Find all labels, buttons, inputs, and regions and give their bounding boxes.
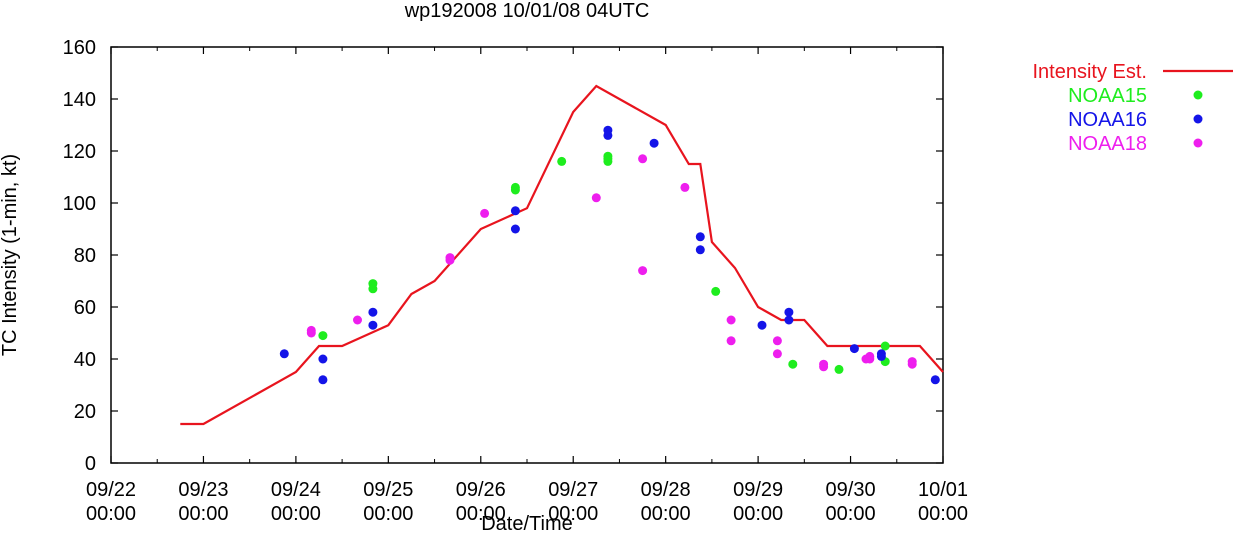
y-tick-label: 140 — [63, 89, 96, 111]
x-tick-label-date: 09/27 — [548, 479, 598, 501]
y-tick-label: 0 — [85, 453, 96, 475]
data-point-noaa16 — [695, 245, 705, 255]
data-point-noaa15 — [603, 156, 613, 166]
x-tick-label-date: 09/26 — [456, 479, 506, 501]
data-point-noaa15 — [318, 331, 328, 341]
x-tick-label-time: 00:00 — [86, 503, 136, 525]
series-layer — [180, 84, 944, 426]
y-tick-label: 100 — [63, 193, 96, 215]
x-tick-label-time: 00:00 — [456, 503, 506, 525]
x-tick-label-date: 09/28 — [641, 479, 691, 501]
data-point-noaa15 — [557, 156, 567, 166]
legend-label: NOAA16 — [1068, 109, 1147, 131]
x-tick-label-time: 00:00 — [918, 503, 968, 525]
data-point-noaa16 — [279, 349, 289, 359]
x-axis-ticks: 09/2200:0009/2300:0009/2400:0009/2500:00… — [86, 47, 968, 525]
x-tick-label-date: 09/29 — [733, 479, 783, 501]
legend-label: Intensity Est. — [1033, 61, 1148, 83]
data-point-noaa16 — [368, 320, 378, 330]
x-tick-label-time: 00:00 — [271, 503, 321, 525]
x-tick-label-time: 00:00 — [733, 503, 783, 525]
data-point-noaa16 — [876, 351, 886, 361]
data-point-noaa15 — [834, 364, 844, 374]
data-point-noaa18 — [306, 328, 316, 338]
data-point-noaa18 — [638, 266, 648, 276]
data-point-noaa18 — [353, 315, 362, 325]
series-line-intensity-est — [180, 84, 944, 426]
data-point-noaa16 — [757, 320, 767, 330]
y-tick-label: 160 — [63, 37, 96, 59]
data-point-noaa15 — [368, 284, 378, 294]
data-point-noaa16 — [784, 315, 794, 325]
data-point-noaa15 — [880, 341, 890, 351]
x-tick-label-date: 10/01 — [918, 479, 968, 501]
data-point-noaa16 — [368, 307, 378, 317]
data-point-noaa18 — [772, 349, 782, 359]
data-point-noaa16 — [603, 130, 613, 140]
x-tick-label-time: 00:00 — [826, 503, 876, 525]
x-tick-label-time: 00:00 — [363, 503, 413, 525]
data-point-noaa18 — [680, 182, 690, 192]
data-point-noaa16 — [930, 375, 940, 385]
data-point-noaa16 — [649, 138, 659, 148]
x-tick-label-date: 09/24 — [271, 479, 321, 501]
data-point-noaa15 — [711, 286, 721, 296]
data-point-noaa18 — [726, 336, 736, 346]
x-tick-label-time: 00:00 — [548, 503, 598, 525]
y-tick-label: 40 — [74, 349, 96, 371]
data-point-noaa18 — [772, 336, 782, 346]
data-point-noaa16 — [695, 232, 705, 242]
y-axis-label: TC Intensity (1-min, kt) — [0, 154, 21, 356]
data-point-noaa18 — [591, 193, 601, 203]
data-point-noaa18 — [638, 154, 648, 164]
y-tick-label: 120 — [63, 141, 96, 163]
data-point-noaa18 — [445, 255, 455, 265]
legend-label: NOAA18 — [1068, 133, 1147, 155]
x-tick-label-time: 00:00 — [641, 503, 691, 525]
plot-frame — [110, 46, 944, 464]
data-point-noaa16 — [318, 354, 328, 364]
x-tick-label-date: 09/30 — [826, 479, 876, 501]
data-point-noaa18 — [819, 362, 829, 372]
data-point-noaa16 — [510, 224, 520, 234]
data-point-noaa18 — [480, 208, 490, 218]
data-point-noaa16 — [318, 375, 328, 385]
legend-swatch-point — [1193, 114, 1203, 124]
data-point-noaa18 — [907, 359, 917, 369]
y-axis-ticks: 0 20 40 60 80 100 120 140 160 — [63, 37, 943, 475]
y-tick-label: 20 — [74, 401, 96, 423]
data-point-noaa16 — [849, 344, 859, 354]
x-tick-label-date: 09/23 — [178, 479, 228, 501]
x-tick-label-date: 09/25 — [363, 479, 413, 501]
x-tick-label-date: 09/22 — [86, 479, 136, 501]
legend-swatch-point — [1193, 138, 1203, 148]
data-point-noaa18 — [726, 315, 736, 325]
x-tick-label-time: 00:00 — [178, 503, 228, 525]
legend-swatch-point — [1193, 90, 1203, 100]
data-point-noaa15 — [510, 185, 520, 195]
data-point-noaa16 — [784, 307, 794, 317]
legend-label: NOAA15 — [1068, 85, 1147, 107]
y-tick-label: 60 — [74, 297, 96, 319]
x-axis-label: Date/Time — [481, 513, 573, 533]
data-point-noaa18 — [861, 354, 871, 364]
data-point-noaa15 — [788, 359, 798, 369]
chart-title: wp192008 10/01/08 04UTC — [404, 0, 650, 22]
y-tick-label: 80 — [74, 245, 96, 267]
data-point-noaa16 — [510, 206, 520, 216]
